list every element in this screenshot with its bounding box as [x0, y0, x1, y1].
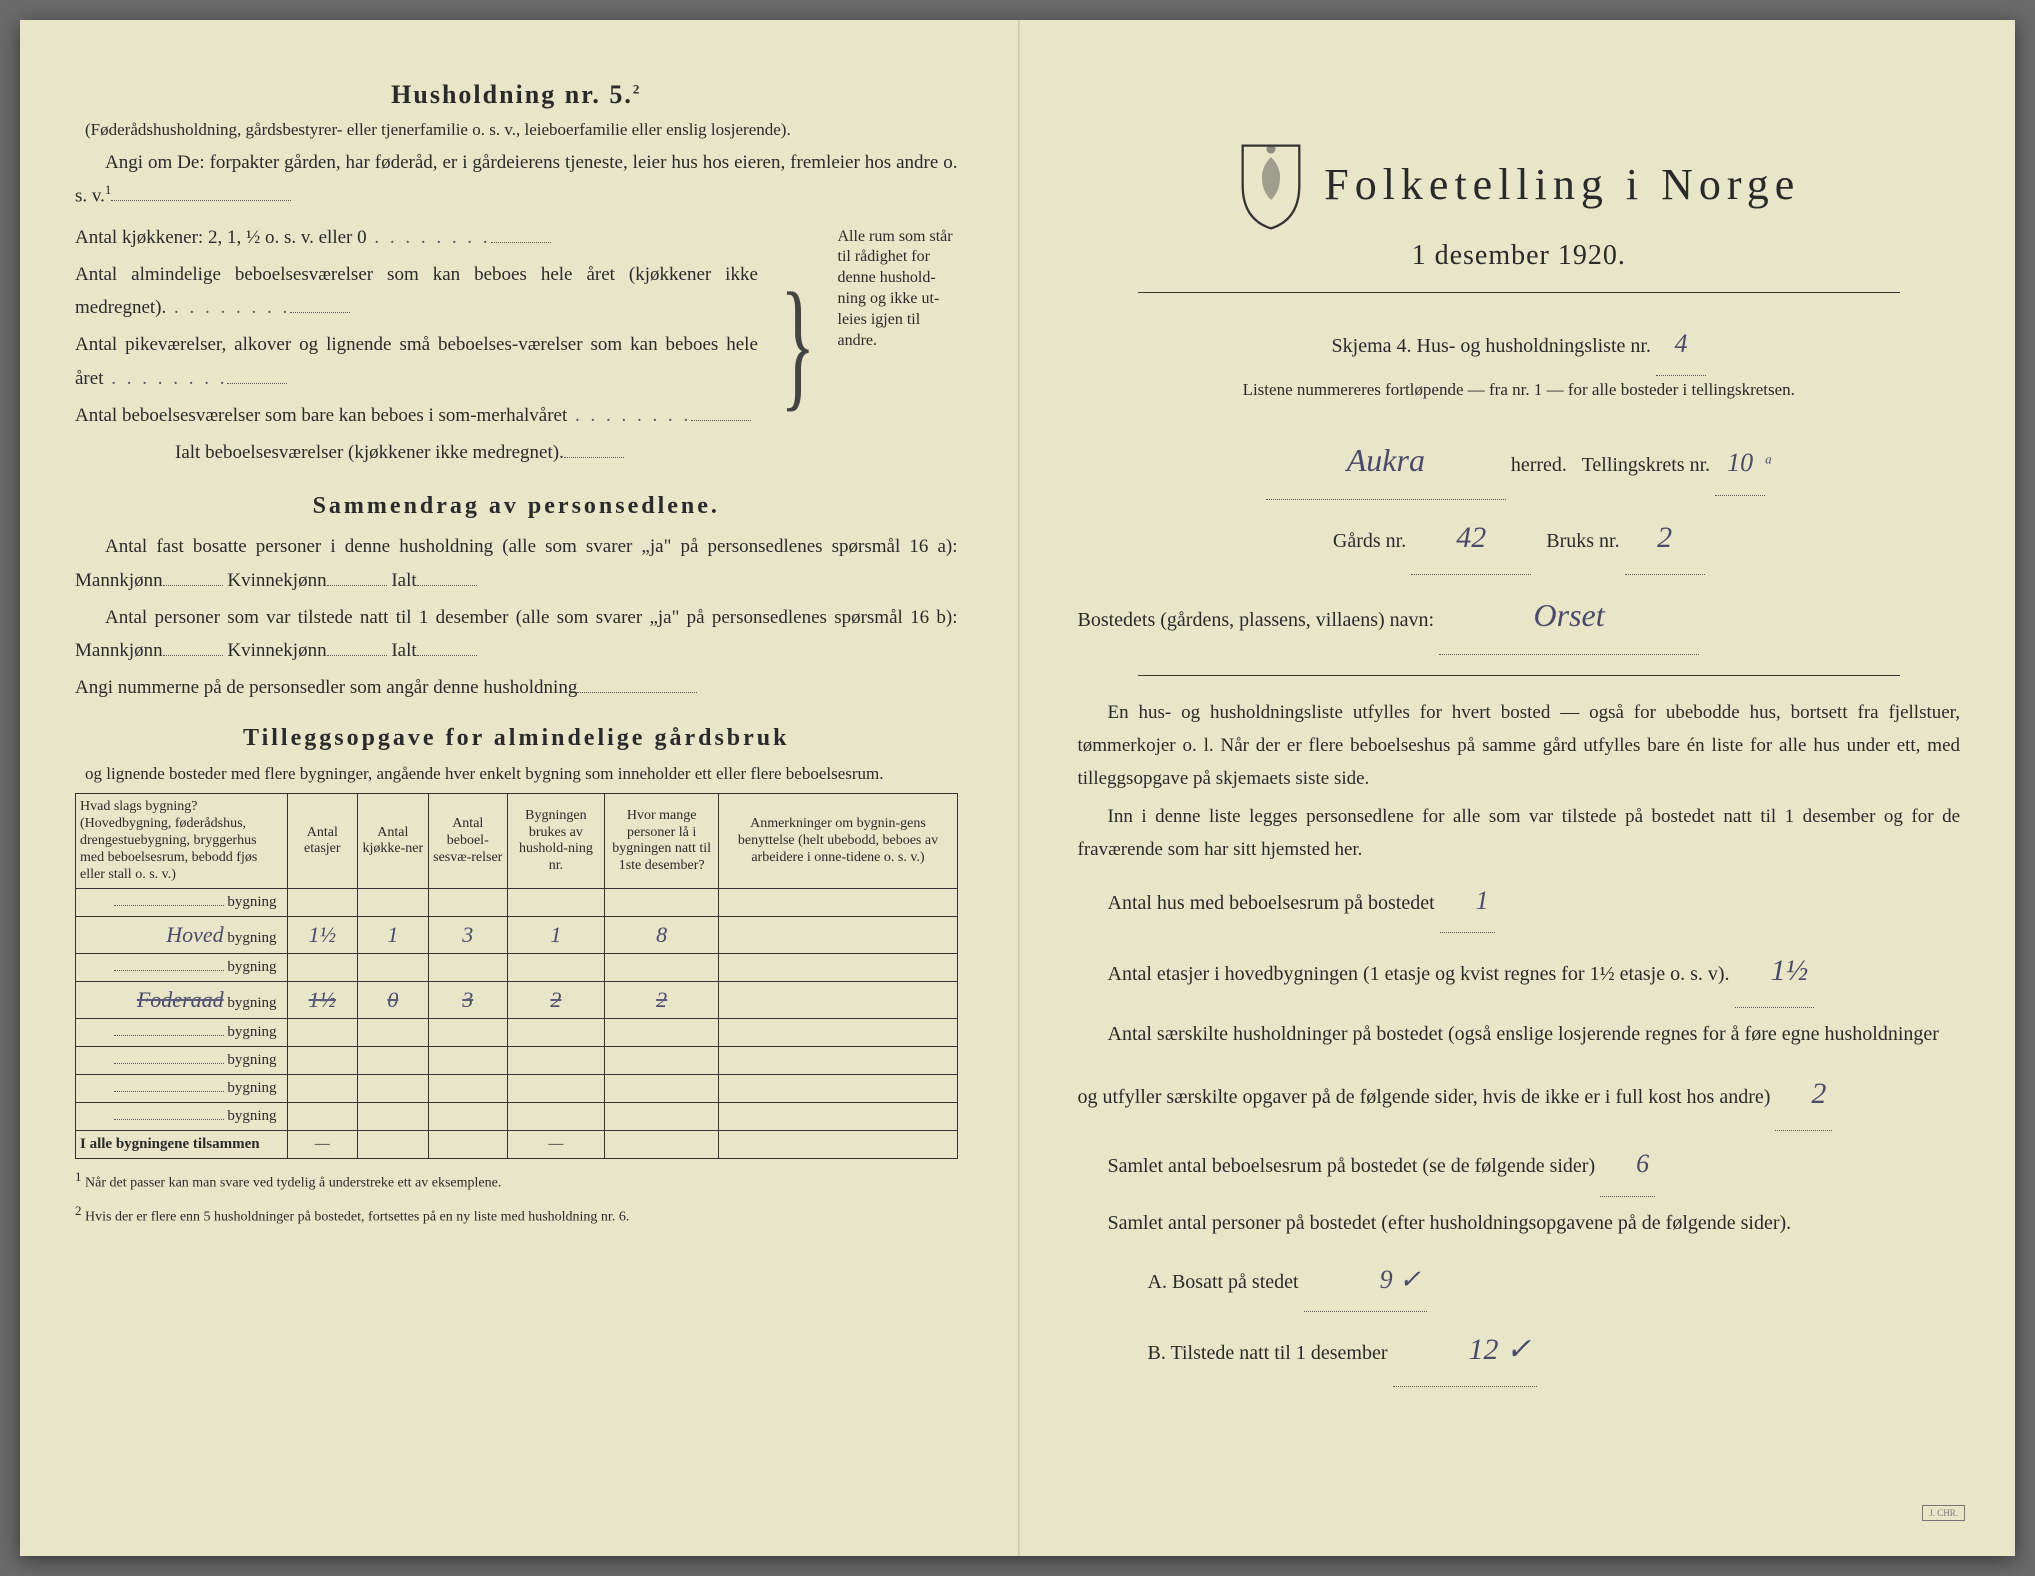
- coat-of-arms-icon: [1237, 140, 1305, 228]
- table-row: bygning: [76, 1103, 958, 1131]
- heading-husholdning-5: Husholdning nr. 5.2: [75, 80, 958, 110]
- field-q3: 2: [1775, 1058, 1832, 1131]
- blank-line: [111, 200, 291, 201]
- th-7: Anmerkninger om bygnin-gens benyttelse (…: [719, 794, 957, 889]
- main-title: Folketelling i Norge: [1324, 159, 1800, 210]
- angi-sup: 1: [105, 182, 112, 197]
- hand-entry: Hoved: [166, 922, 223, 947]
- field-q2: 1½: [1735, 935, 1815, 1008]
- divider: [1138, 292, 1901, 293]
- divider: [1138, 675, 1901, 676]
- rooms-2: Antal pikeværelser, alkover og lignende …: [75, 328, 758, 395]
- building-table: Hvad slags bygning? (Hovedbygning, føder…: [75, 793, 958, 1159]
- gards-line: Gårds nr. 42 Bruks nr. 2: [1078, 502, 1961, 575]
- field-bruks: 2: [1625, 502, 1705, 575]
- tillegg-sub: og lignende bosteder med flere bygninger…: [75, 762, 958, 786]
- sdr-line-1: Antal fast bosatte personer i denne hush…: [75, 530, 958, 597]
- th-3: Antal kjøkke-ner: [358, 794, 429, 889]
- bosted-line: Bostedets (gårdens, plassens, villaens) …: [1078, 577, 1961, 655]
- footnote-1: 1 Når det passer kan man svare ved tydel…: [75, 1169, 958, 1193]
- q4-line: Samlet antal beboelsesrum på bostedet (s…: [1078, 1133, 1961, 1196]
- th-4: Antal beboel-sesvæ-relser: [428, 794, 507, 889]
- table-row: bygning: [76, 889, 958, 917]
- field-bosted: Orset: [1439, 577, 1699, 655]
- herred-line: Aukra herred. Tellingskrets nr. 10a: [1078, 422, 1961, 500]
- heading-sammendrag: Sammendrag av personsedlene.: [75, 493, 958, 520]
- th-1: Hvad slags bygning? (Hovedbygning, føder…: [76, 794, 288, 889]
- table-row: bygning: [76, 954, 958, 982]
- table-total-row: I alle bygningene tilsammen ——: [76, 1131, 958, 1159]
- table-header-row: Hvad slags bygning? (Hovedbygning, føder…: [76, 794, 958, 889]
- kitchens-line: Antal kjøkkener: 2, 1, ½ o. s. v. eller …: [75, 221, 758, 254]
- q5-line: Samlet antal personer på bostedet (efter…: [1078, 1199, 1961, 1247]
- field-liste-nr: 4: [1656, 313, 1706, 376]
- para-1: En hus- og husholdningsliste utfylles fo…: [1078, 696, 1961, 796]
- table-row: Hoved bygning 1½ 1 3 1 8: [76, 917, 958, 954]
- heading-tillegg: Tilleggsopgave for almindelige gårdsbruk: [75, 725, 958, 752]
- rooms-total: Ialt beboelsesværelser (kjøkkener ikke m…: [75, 436, 758, 469]
- qB-line: B. Tilstede natt til 1 desember 12 ✓: [1078, 1314, 1961, 1387]
- heading-text: Husholdning nr. 5.: [391, 80, 633, 109]
- note-5: (Føderådshusholdning, gårdsbestyrer- ell…: [75, 118, 958, 142]
- listene-note: Listene nummereres fortløpende — fra nr.…: [1078, 378, 1961, 402]
- hand-entry-struck: Foderaad: [137, 987, 224, 1012]
- field-qA: 9 ✓: [1304, 1249, 1427, 1312]
- field-qB: 12 ✓: [1393, 1314, 1538, 1387]
- brace-note: Alle rum som står til rådighet for denne…: [838, 217, 958, 474]
- para-2: Inn i denne liste legges personsedlene f…: [1078, 800, 1961, 867]
- q3-line: Antal særskilte husholdninger på bostede…: [1078, 1010, 1961, 1131]
- th-5: Bygningen brukes av hushold-ning nr.: [507, 794, 604, 889]
- footnote-2: 2 Hvis der er flere enn 5 husholdninger …: [75, 1203, 958, 1227]
- th-6: Hvor mange personer lå i bygningen natt …: [604, 794, 719, 889]
- table-row: bygning: [76, 1047, 958, 1075]
- left-page: Husholdning nr. 5.2 (Føderådshusholdning…: [20, 20, 1013, 1556]
- skjema-line: Skjema 4. Hus- og husholdningsliste nr. …: [1078, 313, 1961, 376]
- rooms-1: Antal almindelige beboelsesværelser som …: [75, 258, 758, 325]
- th-2: Antal etasjer: [287, 794, 358, 889]
- sdr-line-2: Antal personer som var tilstede natt til…: [75, 601, 958, 668]
- table-row: Foderaad bygning 1½ 0 3 2 2: [76, 982, 958, 1019]
- sdr-line-3: Angi nummerne på de personsedler som ang…: [75, 671, 958, 704]
- q2-line: Antal etasjer i hovedbygningen (1 etasje…: [1078, 935, 1961, 1008]
- right-page: Folketelling i Norge 1 desember 1920. Sk…: [1013, 20, 2016, 1556]
- title-block: Folketelling i Norge 1 desember 1920.: [1078, 140, 1961, 272]
- table-row: bygning: [76, 1075, 958, 1103]
- field-q1: 1: [1440, 870, 1495, 933]
- field-q4: 6: [1600, 1133, 1655, 1196]
- rooms-block: Antal kjøkkener: 2, 1, ½ o. s. v. eller …: [75, 217, 958, 474]
- qA-line: A. Bosatt på stedet 9 ✓: [1078, 1249, 1961, 1312]
- field-krets: 10: [1715, 432, 1765, 495]
- rooms-3: Antal beboelsesværelser som bare kan beb…: [75, 399, 758, 432]
- brace-icon: }: [780, 283, 815, 406]
- printer-stamp: J. CHR.: [1922, 1505, 1965, 1521]
- heading-sup: 2: [633, 81, 642, 96]
- q1-line: Antal hus med beboelsesrum på bostedet 1: [1078, 870, 1961, 933]
- table-row: bygning: [76, 1019, 958, 1047]
- angi-text: Angi om De: forpakter gården, har føderå…: [75, 152, 958, 207]
- field-gards: 42: [1411, 502, 1531, 575]
- document-scan: Husholdning nr. 5.2 (Føderådshusholdning…: [20, 20, 2015, 1556]
- subtitle: 1 desember 1920.: [1078, 240, 1961, 272]
- field-herred: Aukra: [1266, 422, 1506, 500]
- rooms-left: Antal kjøkkener: 2, 1, ½ o. s. v. eller …: [75, 217, 758, 474]
- angi-line: Angi om De: forpakter gården, har føderå…: [75, 146, 958, 213]
